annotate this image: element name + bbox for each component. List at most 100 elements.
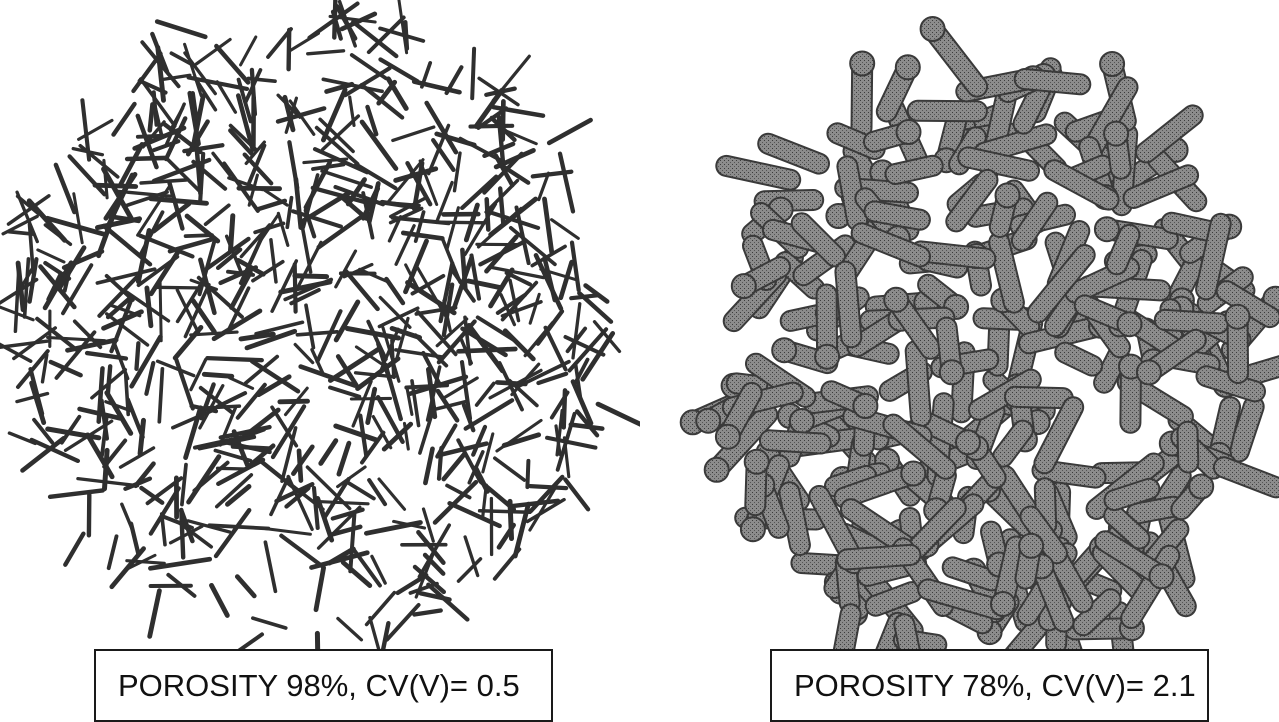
strut xyxy=(28,367,45,416)
strut xyxy=(1045,161,1118,209)
strut xyxy=(838,157,867,230)
strut xyxy=(201,371,235,379)
strut xyxy=(525,458,531,490)
strut xyxy=(300,190,352,224)
strut xyxy=(105,295,133,320)
strut xyxy=(592,320,622,354)
strut xyxy=(488,196,539,238)
strut xyxy=(67,154,107,197)
strut xyxy=(292,273,330,280)
strut xyxy=(367,478,388,507)
strut xyxy=(175,288,201,336)
strut xyxy=(1028,246,1094,322)
strut xyxy=(1229,397,1263,461)
strut xyxy=(441,238,462,284)
strut xyxy=(239,35,258,67)
strut xyxy=(155,44,166,103)
strut-node xyxy=(883,286,910,313)
strut xyxy=(445,483,472,500)
strut xyxy=(1217,282,1279,327)
strut xyxy=(187,90,201,147)
strut xyxy=(469,253,482,301)
strut xyxy=(359,119,399,171)
strut xyxy=(298,364,358,388)
strut xyxy=(536,371,569,386)
strut xyxy=(336,616,364,642)
strut xyxy=(423,446,435,486)
strut xyxy=(148,556,213,571)
strut xyxy=(0,277,39,305)
strut xyxy=(246,143,267,187)
strut xyxy=(123,372,130,417)
strut xyxy=(975,125,1056,162)
strut xyxy=(239,407,281,441)
strut-node xyxy=(1099,51,1126,77)
strut xyxy=(239,223,272,259)
strut xyxy=(342,262,374,279)
strut xyxy=(215,80,238,114)
strut xyxy=(154,19,208,40)
strut xyxy=(365,104,379,137)
strut-node xyxy=(895,119,922,145)
strut xyxy=(563,335,606,357)
strut xyxy=(136,254,180,288)
strut xyxy=(304,303,316,350)
strut xyxy=(182,143,225,154)
strut xyxy=(383,362,403,422)
strut xyxy=(463,535,480,578)
strut xyxy=(452,151,462,193)
strut-node xyxy=(739,516,766,543)
strut xyxy=(228,213,236,254)
strut xyxy=(251,616,288,630)
strut xyxy=(471,424,488,457)
strut-node xyxy=(1093,216,1120,243)
strut xyxy=(249,359,301,394)
strut xyxy=(35,316,79,352)
strut xyxy=(408,581,439,595)
strut xyxy=(583,283,610,304)
strut xyxy=(137,233,195,259)
strut xyxy=(315,309,343,364)
strut xyxy=(1162,213,1224,242)
strut xyxy=(158,280,163,343)
strut xyxy=(400,230,445,241)
strut xyxy=(343,66,392,98)
strut xyxy=(80,98,92,162)
strut xyxy=(227,286,251,331)
strut xyxy=(460,174,499,211)
strut xyxy=(1015,70,1090,94)
strut xyxy=(942,598,992,633)
strut xyxy=(492,456,527,482)
strut xyxy=(1107,225,1139,274)
strut xyxy=(166,157,203,194)
strut xyxy=(280,426,298,484)
strut xyxy=(46,271,63,302)
strut xyxy=(289,288,321,306)
strut xyxy=(430,399,469,412)
strut xyxy=(225,484,252,507)
strut xyxy=(314,125,360,166)
right-porous-structure xyxy=(679,16,1279,650)
strut-node xyxy=(814,343,841,370)
strut xyxy=(990,233,1023,312)
strut xyxy=(378,26,426,43)
strut xyxy=(205,236,251,271)
strut xyxy=(528,484,569,491)
strut xyxy=(151,90,159,127)
strut xyxy=(293,342,315,365)
strut xyxy=(456,438,483,484)
strut xyxy=(7,431,37,446)
strut xyxy=(321,77,384,94)
strut xyxy=(318,117,355,154)
strut xyxy=(418,404,437,455)
strut xyxy=(183,42,203,98)
strut xyxy=(277,398,310,405)
strut xyxy=(167,180,185,231)
strut xyxy=(488,267,515,309)
strut xyxy=(283,386,309,417)
strut xyxy=(467,450,485,485)
strut xyxy=(174,357,195,411)
strut xyxy=(159,514,194,530)
strut xyxy=(111,101,137,137)
strut xyxy=(320,87,348,143)
